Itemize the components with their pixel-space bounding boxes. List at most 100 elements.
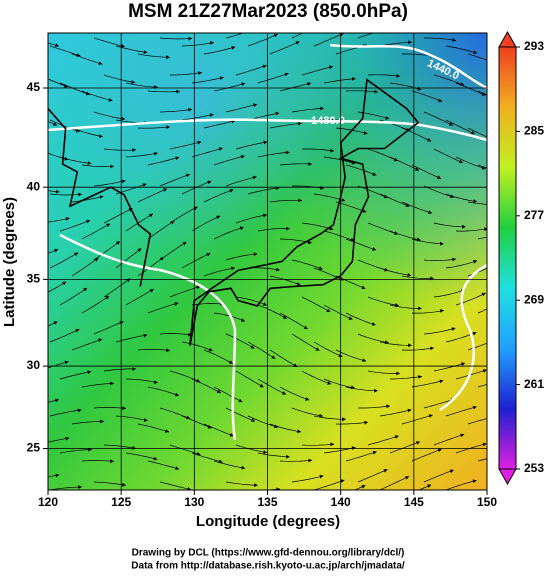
- colorbar-tick-label: 285: [524, 124, 544, 138]
- streamline: [169, 141, 202, 150]
- stream-arrow: [416, 441, 420, 445]
- stream-arrow: [98, 134, 103, 138]
- streamline: [401, 127, 432, 142]
- streamline: [379, 409, 412, 417]
- streamline: [411, 238, 444, 245]
- streamline: [191, 452, 223, 463]
- stream-arrow: [298, 121, 302, 126]
- stream-arrow: [340, 479, 345, 483]
- stream-arrow: [174, 392, 179, 397]
- streamline: [279, 312, 308, 330]
- stream-arrow: [271, 355, 276, 359]
- streamline: [93, 111, 126, 120]
- streamline: [247, 415, 279, 428]
- streamline: [455, 82, 486, 96]
- stream-arrow: [75, 329, 80, 333]
- streamline: [159, 407, 191, 420]
- stream-arrow: [461, 362, 465, 366]
- stream-arrow: [295, 41, 300, 45]
- streamline: [433, 222, 466, 228]
- stream-arrow: [239, 226, 244, 231]
- streamline: [323, 78, 356, 84]
- stream-arrow: [144, 493, 148, 497]
- streamline: [81, 460, 115, 462]
- stream-arrow: [131, 80, 136, 84]
- streamline: [103, 278, 131, 298]
- streamline: [367, 148, 398, 162]
- stream-arrow: [408, 40, 412, 45]
- y-tick-label: 35: [27, 272, 41, 286]
- streamline: [433, 362, 466, 372]
- stream-arrow: [342, 417, 346, 422]
- streamline: [345, 164, 377, 176]
- stream-arrow: [386, 404, 390, 409]
- streamline: [103, 368, 136, 372]
- streamline: [235, 296, 267, 306]
- streamline: [367, 435, 399, 446]
- stream-arrow: [286, 454, 290, 459]
- stream-arrow: [319, 413, 323, 418]
- streamline: [49, 328, 80, 343]
- streamline: [93, 481, 126, 486]
- streamline: [213, 155, 245, 166]
- x-tick-label: 120: [38, 495, 58, 509]
- stream-arrow: [252, 175, 257, 180]
- streamline: [477, 90, 487, 96]
- stream-arrow: [208, 347, 213, 352]
- stream-arrow: [286, 226, 290, 231]
- streamline: [323, 230, 355, 242]
- colorbar-tick-label: 253: [524, 461, 544, 475]
- streamline: [213, 386, 243, 403]
- streamline: [455, 443, 487, 454]
- streamline: [477, 458, 487, 462]
- streamline: [159, 333, 192, 336]
- streamline: [137, 349, 170, 351]
- stream-arrow: [341, 198, 346, 202]
- streamline: [125, 152, 158, 158]
- stream-arrow: [284, 72, 289, 77]
- footer-text: Data from http://database.rish.kyoto-u.a…: [131, 561, 405, 572]
- streamline: [301, 296, 331, 313]
- streamline: [357, 333, 389, 344]
- stream-arrow: [252, 28, 256, 32]
- streamline: [147, 90, 181, 93]
- stream-arrow: [348, 316, 353, 320]
- stream-arrow: [385, 116, 390, 120]
- stream-arrow: [427, 138, 432, 142]
- streamline: [367, 296, 399, 306]
- colorbar-tick-label: 293: [524, 39, 544, 53]
- streamline: [169, 444, 201, 456]
- streamline: [433, 289, 466, 298]
- streamline: [467, 53, 487, 61]
- streamline: [301, 370, 332, 385]
- streamline: [125, 288, 154, 306]
- stream-arrow: [296, 282, 301, 286]
- stream-arrow: [219, 76, 224, 80]
- stream-arrow: [438, 98, 443, 103]
- stream-arrow: [185, 173, 190, 178]
- streamline: [81, 164, 114, 167]
- streamline: [225, 176, 257, 187]
- stream-arrow: [83, 288, 88, 292]
- stream-arrow: [86, 219, 91, 224]
- stream-arrow: [143, 418, 148, 422]
- streamline: [137, 423, 170, 433]
- streamline: [269, 199, 302, 203]
- streamline: [169, 206, 198, 224]
- streamline: [159, 173, 190, 187]
- streamline: [59, 371, 92, 380]
- stream-arrow: [428, 414, 433, 418]
- streamline: [181, 114, 214, 121]
- stream-arrow: [165, 429, 169, 433]
- streamline: [225, 103, 258, 113]
- streamline: [72, 498, 104, 500]
- stream-arrow: [232, 500, 236, 504]
- streamline: [71, 127, 103, 138]
- stream-arrow: [482, 442, 487, 447]
- streamline: [48, 437, 70, 443]
- stream-arrow: [362, 358, 366, 362]
- streamline: [390, 376, 422, 380]
- stream-arrow: [282, 391, 286, 395]
- streamline: [313, 267, 344, 281]
- stream-arrow: [99, 195, 104, 199]
